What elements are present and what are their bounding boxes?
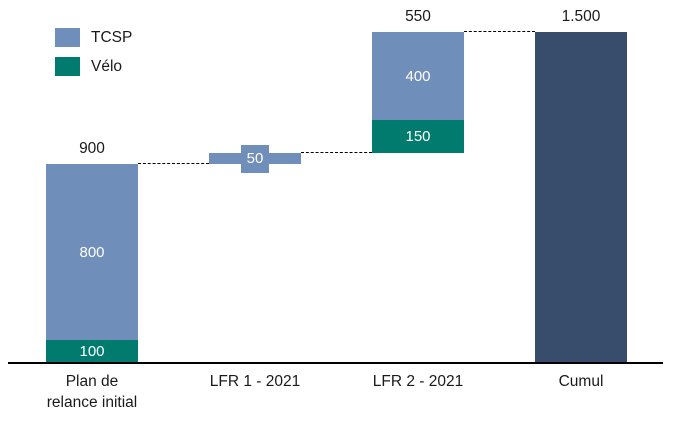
category-label: LFR 2 - 2021 xyxy=(343,371,493,392)
category-label-line: LFR 2 - 2021 xyxy=(372,373,464,390)
legend-label: TCSP xyxy=(91,28,133,46)
legend-item-tcsp: TCSP xyxy=(55,28,132,47)
bar-segment: 400 xyxy=(372,32,464,120)
category-label: LFR 1 - 2021 xyxy=(180,371,330,392)
legend-label: Vélo xyxy=(91,57,123,75)
category-label-line: relance initial xyxy=(46,394,138,411)
bar-segment: 800 xyxy=(46,164,138,340)
waterfall-connector-line xyxy=(301,152,372,153)
bar-total-label-boxed: 50 xyxy=(241,144,269,173)
category-label-line: LFR 1 - 2021 xyxy=(209,373,301,390)
bar-total-label: 900 xyxy=(79,140,105,157)
bar-segment: 150 xyxy=(372,120,464,153)
waterfall-connector-line xyxy=(138,163,209,164)
legend-item-vélo: Vélo xyxy=(55,57,132,76)
chart-legend: TCSP Vélo xyxy=(55,28,132,76)
category-label-line: Cumul xyxy=(558,373,604,390)
x-axis-line xyxy=(8,362,663,364)
waterfall-connector-line xyxy=(464,31,535,32)
bar-segment: 100 xyxy=(46,340,138,362)
bar-total-label: 550 xyxy=(405,8,431,25)
category-label-line: Plan de xyxy=(65,373,119,390)
legend-swatch-icon xyxy=(55,28,80,47)
bar-segment xyxy=(535,32,627,362)
bar-total-label: 1.500 xyxy=(561,8,601,25)
category-label: Cumul xyxy=(506,371,656,392)
category-label: Plan de relance initial xyxy=(17,371,167,413)
legend-swatch-icon xyxy=(55,57,80,76)
